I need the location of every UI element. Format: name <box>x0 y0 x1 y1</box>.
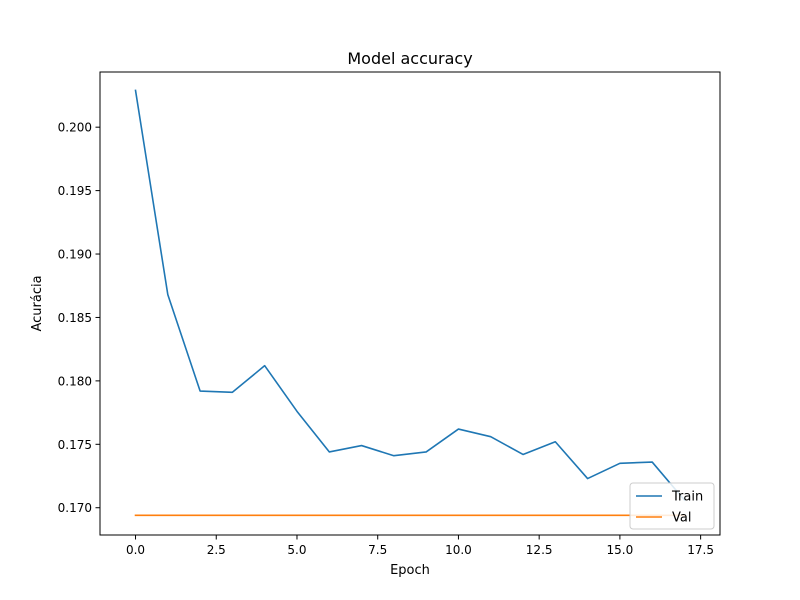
y-tick-label: 0.190 <box>58 248 92 262</box>
x-tick-label: 5.0 <box>287 543 306 557</box>
y-axis-label: Acurácia <box>30 275 45 331</box>
series-line-train <box>134 89 686 502</box>
plot-frame <box>99 71 721 536</box>
y-tick-label: 0.185 <box>58 311 92 325</box>
y-axis-ticks: 0.170 0.175 0.180 0.185 0.190 0.195 0.200 <box>58 121 100 515</box>
series-layer <box>134 89 686 517</box>
legend: Train Val <box>629 482 715 530</box>
y-tick-label: 0.200 <box>58 121 92 135</box>
legend-label-val: Val <box>672 511 691 526</box>
x-tick-label: 15.0 <box>607 543 634 557</box>
x-tick-label: 12.5 <box>526 543 553 557</box>
x-tick-label: 2.5 <box>207 543 226 557</box>
y-tick-label: 0.195 <box>58 184 92 198</box>
x-tick-label: 7.5 <box>368 543 387 557</box>
legend-label-train: Train <box>671 490 703 505</box>
x-tick-label: 0.0 <box>126 543 145 557</box>
x-tick-label: 10.0 <box>445 543 472 557</box>
y-tick-label: 0.170 <box>58 501 92 515</box>
y-tick-label: 0.180 <box>58 374 92 388</box>
x-axis-ticks: 0.0 2.5 5.0 7.5 10.0 12.5 15.0 17.5 <box>126 535 714 557</box>
x-tick-label: 17.5 <box>687 543 714 557</box>
chart-title: Model accuracy <box>347 49 472 68</box>
y-tick-label: 0.175 <box>58 438 92 452</box>
x-axis-label: Epoch <box>390 563 430 578</box>
